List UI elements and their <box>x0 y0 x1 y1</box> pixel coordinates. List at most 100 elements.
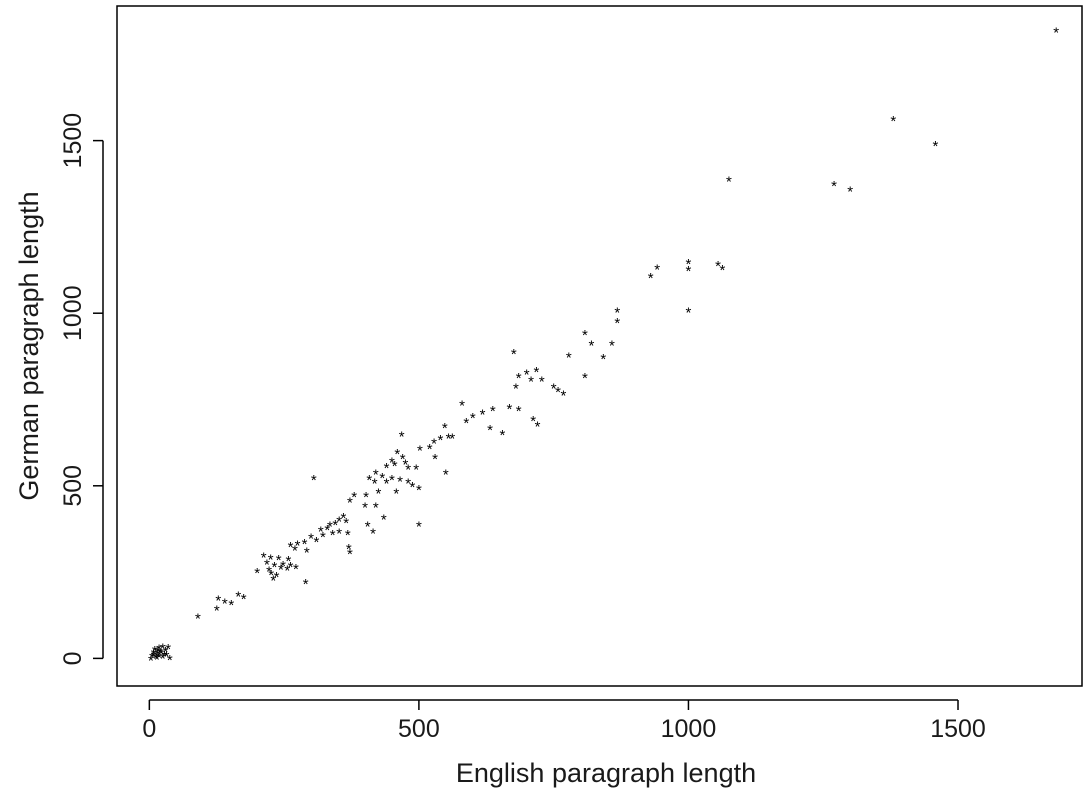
data-point: * <box>302 536 308 553</box>
data-point: * <box>551 380 557 397</box>
data-point: * <box>511 346 517 363</box>
y-tick-label: 500 <box>59 465 87 507</box>
data-point: * <box>449 430 455 447</box>
data-point: * <box>516 370 522 387</box>
data-point: * <box>719 262 725 279</box>
data-point: * <box>686 256 692 273</box>
data-point: * <box>303 576 309 593</box>
data-point: * <box>560 387 566 404</box>
data-point: * <box>162 648 168 665</box>
y-tick-label: 1000 <box>59 285 87 341</box>
data-point: * <box>431 436 437 453</box>
data-point: * <box>308 531 314 548</box>
data-point: * <box>379 470 385 487</box>
data-point: * <box>648 270 654 287</box>
data-point: * <box>365 518 371 535</box>
data-point: * <box>345 527 351 544</box>
data-point: * <box>293 561 299 578</box>
data-point: * <box>330 527 336 544</box>
data-point: * <box>600 351 606 368</box>
data-point: * <box>405 462 411 479</box>
data-point: * <box>393 486 399 503</box>
data-point: * <box>314 534 320 551</box>
data-point: * <box>336 525 342 542</box>
data-point: * <box>276 552 282 569</box>
data-point: * <box>151 646 157 663</box>
data-point: * <box>152 643 158 660</box>
data-point: * <box>459 398 465 415</box>
data-point: * <box>346 541 352 558</box>
x-axis-title: English paragraph length <box>456 758 756 788</box>
data-point: * <box>341 510 347 527</box>
plot-frame <box>116 5 1083 687</box>
data-point: * <box>539 374 545 391</box>
x-tick-label: 500 <box>398 715 440 743</box>
data-point: * <box>416 518 422 535</box>
data-point: * <box>292 543 298 560</box>
data-point: * <box>555 384 561 401</box>
data-point: * <box>268 551 274 568</box>
data-point: * <box>487 422 493 439</box>
data-point: * <box>847 184 853 201</box>
data-point: * <box>153 650 159 667</box>
data-point: * <box>274 569 280 586</box>
data-point: * <box>443 467 449 484</box>
data-point: * <box>163 644 169 661</box>
data-point: * <box>164 649 170 666</box>
data-point: * <box>715 258 721 275</box>
data-point: * <box>270 573 276 590</box>
data-point: * <box>432 451 438 468</box>
data-points: **** * *** ********* ****** ** * * ** **** * * *** * *… <box>148 25 1059 670</box>
y-tick-label: 0 <box>59 651 87 665</box>
data-point: * <box>400 451 406 468</box>
data-point: * <box>264 556 270 573</box>
data-point: * <box>534 364 540 381</box>
data-point: * <box>470 410 476 427</box>
data-point: * <box>614 315 620 332</box>
data-point: * <box>165 641 171 658</box>
data-point: * <box>392 458 398 475</box>
data-point: * <box>148 652 154 669</box>
data-point: * <box>530 413 536 430</box>
data-point: * <box>154 652 160 669</box>
x-tick-label: 1000 <box>661 715 717 743</box>
data-point: * <box>566 349 572 366</box>
data-point: * <box>890 113 896 130</box>
data-point: * <box>726 173 732 190</box>
data-point: * <box>215 593 221 610</box>
data-point: * <box>160 651 166 668</box>
data-point: * <box>235 589 241 606</box>
data-point: * <box>370 525 376 542</box>
data-point: * <box>156 642 162 659</box>
data-point: * <box>516 403 522 420</box>
data-point: * <box>286 553 292 570</box>
data-point: * <box>399 429 405 446</box>
data-point: * <box>381 512 387 529</box>
data-point: * <box>288 539 294 556</box>
data-point: * <box>288 559 294 576</box>
data-point: * <box>490 403 496 420</box>
data-point: * <box>160 640 166 657</box>
data-point: * <box>347 546 353 563</box>
y-axis-title: German paragraph length <box>14 191 44 500</box>
data-point: * <box>376 486 382 503</box>
data-point: * <box>654 261 660 278</box>
data-point: * <box>156 649 162 666</box>
data-point: * <box>416 482 422 499</box>
data-point: * <box>343 515 349 532</box>
data-point: * <box>513 380 519 397</box>
data-point: * <box>195 611 201 628</box>
x-axis: 0 500 1000 1500 <box>142 699 986 743</box>
data-point: * <box>389 455 395 472</box>
data-point: * <box>524 367 530 384</box>
data-point: * <box>278 562 284 579</box>
data-point: * <box>327 518 333 535</box>
data-point: * <box>157 645 163 662</box>
data-point: * <box>480 406 486 423</box>
data-point: * <box>384 460 390 477</box>
data-point: * <box>507 401 513 418</box>
data-point: * <box>149 650 155 667</box>
data-point: * <box>151 649 157 666</box>
data-point: * <box>155 644 161 661</box>
